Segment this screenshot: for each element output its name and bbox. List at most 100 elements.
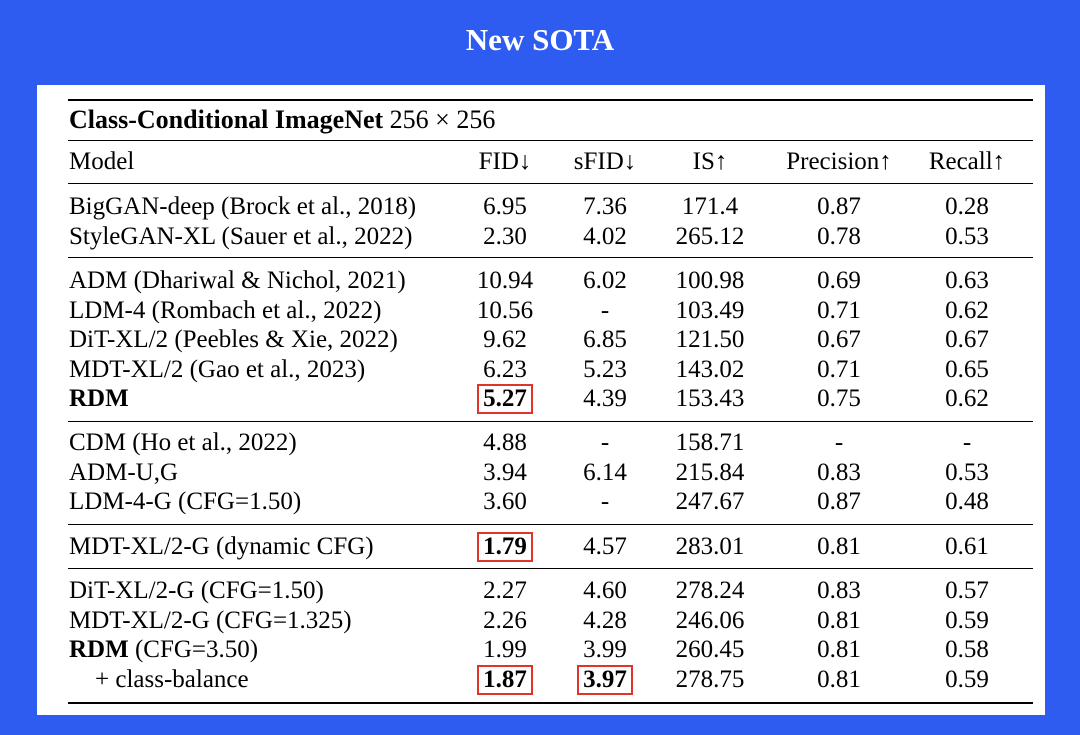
caption-rest: 256 × 256	[389, 105, 496, 134]
row-11-is: 278.24	[675, 577, 745, 604]
group-rule-3	[68, 524, 1033, 525]
row-13-is: 260.45	[675, 636, 745, 663]
row-0-is: 171.4	[681, 193, 739, 220]
row-4-sfid: 6.85	[583, 326, 627, 353]
row-8-precision: 0.83	[817, 459, 861, 486]
row-8-sfid: 6.14	[583, 459, 627, 486]
row-14-recall: 0.59	[945, 666, 989, 693]
row-9-sfid: -	[600, 488, 610, 515]
row-10-sfid: 4.57	[583, 533, 627, 560]
row-8-fid: 3.94	[483, 459, 527, 486]
row-6-precision: 0.75	[817, 385, 861, 412]
header-fid: FID↓	[478, 148, 532, 175]
row-9-is: 247.67	[675, 488, 745, 515]
row-5-fid: 6.23	[483, 356, 527, 383]
row-11-sfid: 4.60	[583, 577, 627, 604]
row-7-model: CDM (Ho et al., 2022)	[69, 429, 297, 456]
row-3-recall: 0.62	[945, 297, 989, 324]
row-7-fid: 4.88	[483, 429, 527, 456]
row-1-sfid: 4.02	[583, 223, 627, 250]
row-0-precision: 0.87	[817, 193, 861, 220]
row-8-recall: 0.53	[945, 459, 989, 486]
row-12-sfid: 4.28	[583, 607, 627, 634]
row-2-model: ADM (Dhariwal & Nichol, 2021)	[69, 267, 406, 294]
row-7-sfid: -	[600, 429, 610, 456]
row-3-is: 103.49	[675, 297, 745, 324]
group-rule-2	[68, 421, 1033, 422]
row-2-recall: 0.63	[945, 267, 989, 294]
row-14-is: 278.75	[675, 666, 745, 693]
row-6-model: RDM	[69, 385, 129, 412]
row-12-fid: 2.26	[483, 607, 527, 634]
row-4-model: DiT-XL/2 (Peebles & Xie, 2022)	[69, 326, 398, 353]
row-14-model: + class-balance	[95, 666, 249, 693]
highlight-box: 1.79	[477, 532, 533, 562]
row-14-fid: 1.87	[470, 665, 540, 695]
row-12-recall: 0.59	[945, 607, 989, 634]
header-recall: Recall↑	[928, 148, 1006, 175]
caption-bold: Class-Conditional ImageNet	[69, 105, 384, 134]
row-6-recall: 0.62	[945, 385, 989, 412]
row-13-sfid: 3.99	[583, 636, 627, 663]
row-10-model: MDT-XL/2-G (dynamic CFG)	[69, 533, 374, 560]
row-13-precision: 0.81	[817, 636, 861, 663]
row-4-fid: 9.62	[483, 326, 527, 353]
row-12-is: 246.06	[675, 607, 745, 634]
group-rule-1	[68, 257, 1033, 258]
row-10-is: 283.01	[675, 533, 745, 560]
row-11-model: DiT-XL/2-G (CFG=1.50)	[69, 577, 324, 604]
row-0-model: BigGAN-deep (Brock et al., 2018)	[69, 193, 417, 220]
row-14-sfid: 3.97	[570, 665, 640, 695]
row-4-precision: 0.67	[817, 326, 861, 353]
row-0-recall: 0.28	[945, 193, 989, 220]
row-10-recall: 0.61	[945, 533, 989, 560]
row-12-model: MDT-XL/2-G (CFG=1.325)	[69, 607, 352, 634]
row-11-precision: 0.83	[817, 577, 861, 604]
highlight-box: 3.97	[577, 665, 633, 695]
row-7-is: 158.71	[675, 429, 745, 456]
row-4-recall: 0.67	[945, 326, 989, 353]
row-1-precision: 0.78	[817, 223, 861, 250]
row-3-sfid: -	[600, 297, 610, 324]
row-8-model: ADM-U,G	[69, 459, 179, 486]
row-11-recall: 0.57	[945, 577, 989, 604]
row-13-model-bold: RDM	[69, 636, 129, 663]
bottom-rule	[68, 702, 1033, 704]
row-2-precision: 0.69	[817, 267, 861, 294]
results-table: Class-Conditional ImageNet 256 × 256 Mod…	[37, 85, 1045, 715]
header-precision: Precision↑	[786, 148, 892, 175]
row-11-fid: 2.27	[483, 577, 527, 604]
top-rule	[68, 99, 1033, 101]
group-rule-4	[68, 568, 1033, 569]
row-5-recall: 0.65	[945, 356, 989, 383]
row-7-precision: -	[834, 429, 844, 456]
row-2-is: 100.98	[675, 267, 745, 294]
row-1-model: StyleGAN-XL (Sauer et al., 2022)	[69, 223, 413, 250]
row-9-model: LDM-4-G (CFG=1.50)	[69, 488, 302, 515]
row-10-precision: 0.81	[817, 533, 861, 560]
header-model: Model	[69, 148, 135, 175]
row-1-is: 265.12	[675, 223, 745, 250]
row-6-is: 153.43	[675, 385, 745, 412]
row-12-precision: 0.81	[817, 607, 861, 634]
highlight-box: 5.27	[477, 384, 533, 414]
table-caption: Class-Conditional ImageNet 256 × 256	[69, 105, 495, 135]
row-9-fid: 3.60	[483, 488, 527, 515]
row-14-precision: 0.81	[817, 666, 861, 693]
row-6-fid: 5.27	[470, 384, 540, 414]
caption-rule	[68, 140, 1033, 141]
row-4-is: 121.50	[675, 326, 745, 353]
row-13-recall: 0.58	[945, 636, 989, 663]
row-2-sfid: 6.02	[583, 267, 627, 294]
row-5-is: 143.02	[675, 356, 745, 383]
row-7-recall: -	[962, 429, 972, 456]
row-3-fid: 10.56	[476, 297, 534, 324]
row-0-sfid: 7.36	[583, 193, 627, 220]
row-5-sfid: 5.23	[583, 356, 627, 383]
slide-title: New SOTA	[465, 22, 615, 57]
row-3-precision: 0.71	[817, 297, 861, 324]
row-1-fid: 2.30	[483, 223, 527, 250]
row-5-model: MDT-XL/2 (Gao et al., 2023)	[69, 356, 366, 383]
header-is: IS↑	[692, 148, 728, 175]
header-rule	[68, 183, 1033, 184]
